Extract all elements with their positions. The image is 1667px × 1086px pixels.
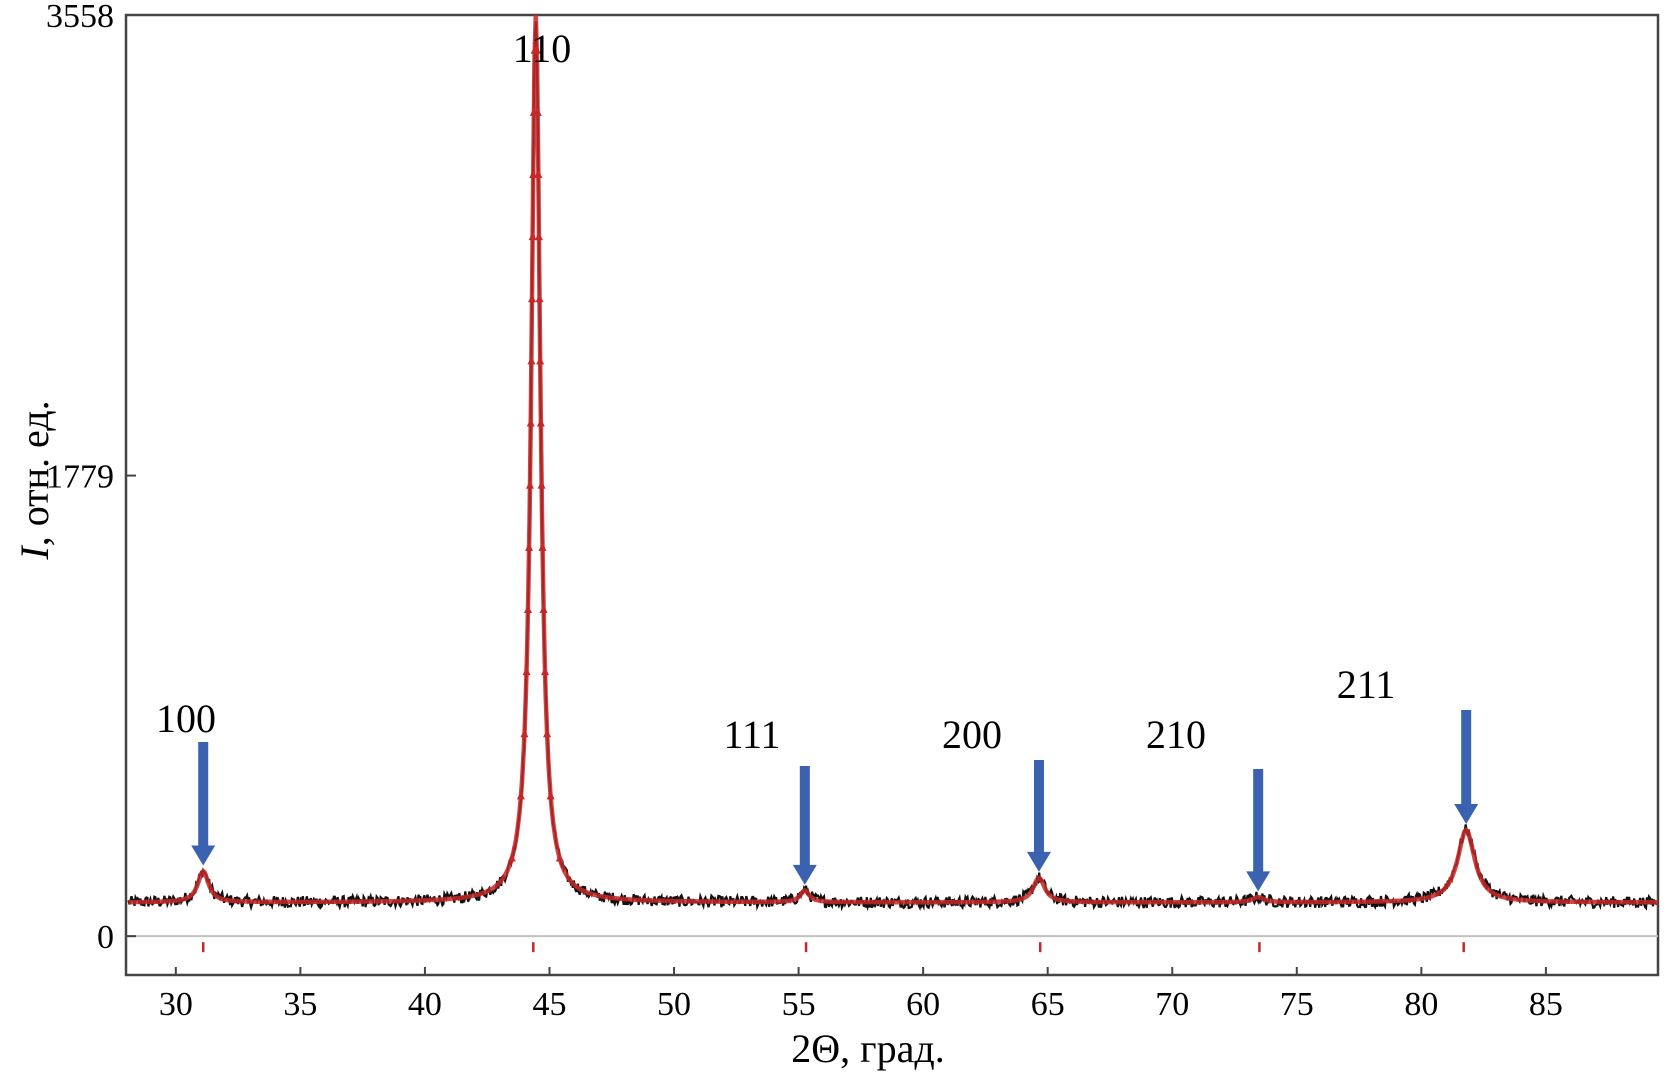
calc-marker: [543, 729, 552, 738]
y-tick-label: 0: [97, 919, 114, 956]
y-axis-ticks: 0 1779 3558: [46, 0, 136, 956]
calc-marker: [534, 232, 543, 241]
y-tick-label: 3558: [46, 0, 114, 35]
calc-marker: [525, 480, 534, 489]
x-tick-label: 55: [782, 986, 816, 1023]
calculated-line: [128, 14, 1658, 905]
x-tick-label: 80: [1404, 986, 1438, 1023]
calc-marker: [539, 604, 548, 613]
peak-label-111: 111: [723, 712, 780, 757]
peak-arrow-111: [792, 766, 817, 885]
calc-marker: [532, 45, 541, 54]
x-tick-label: 85: [1529, 986, 1563, 1023]
peak-arrow-211: [1454, 710, 1479, 825]
x-tick-label: 60: [906, 986, 940, 1023]
peak-labels: 100 110 111 200 210 211: [156, 26, 1395, 757]
calc-marker: [523, 604, 532, 613]
peak-label-110: 110: [513, 26, 572, 71]
calculated-series: [128, 14, 1658, 905]
reference-ticks: [201, 942, 1465, 953]
x-tick-label: 50: [657, 986, 691, 1023]
peak-arrow-200: [1026, 760, 1051, 872]
x-tick-label: 45: [532, 986, 566, 1023]
plot-frame: [124, 13, 1660, 977]
calc-marker: [516, 791, 525, 800]
peak-label-211: 211: [1337, 662, 1396, 707]
calc-marker: [528, 232, 537, 241]
calc-marker: [522, 667, 531, 676]
observed-series: [127, 21, 1658, 912]
calc-marker: [526, 418, 535, 427]
calc-marker: [520, 729, 529, 738]
calc-marker: [533, 107, 542, 116]
x-axis-title: 2Θ, град.: [791, 1026, 944, 1071]
calc-marker: [536, 418, 545, 427]
calc-marker: [528, 294, 537, 303]
peak-arrow-100: [191, 742, 216, 866]
calc-marker: [546, 791, 555, 800]
calc-marker: [529, 170, 538, 178]
observed-line: [127, 21, 1658, 912]
calc-marker: [535, 294, 544, 303]
calc-marker: [525, 542, 534, 551]
x-tick-label: 75: [1280, 986, 1314, 1023]
plot-border: [124, 13, 1660, 977]
peak-arrows: [191, 710, 1479, 892]
x-tick-label: 65: [1031, 986, 1065, 1023]
peak-arrow-210: [1246, 769, 1271, 892]
x-tick-label: 35: [283, 986, 317, 1023]
calc-marker: [538, 542, 547, 551]
x-tick-label: 30: [159, 986, 193, 1023]
peak-label-200: 200: [942, 712, 1002, 757]
calc-marker: [555, 853, 564, 862]
calc-marker: [527, 356, 536, 365]
calc-marker: [537, 480, 546, 489]
x-axis-ticks: 30 35 40 45 50 55 60 65 70 75 80 85: [159, 967, 1563, 1023]
y-axis-title: I, отн. ед.: [12, 400, 57, 560]
calc-marker: [541, 667, 550, 676]
calc-marker: [536, 356, 545, 365]
calc-marker: [507, 853, 516, 862]
peak-label-210: 210: [1146, 712, 1206, 757]
x-tick-label: 70: [1155, 986, 1189, 1023]
x-tick-label: 40: [408, 986, 442, 1023]
y-tick-label: 1779: [46, 459, 114, 496]
calc-marker: [534, 170, 543, 178]
peak-label-100: 100: [156, 696, 216, 741]
